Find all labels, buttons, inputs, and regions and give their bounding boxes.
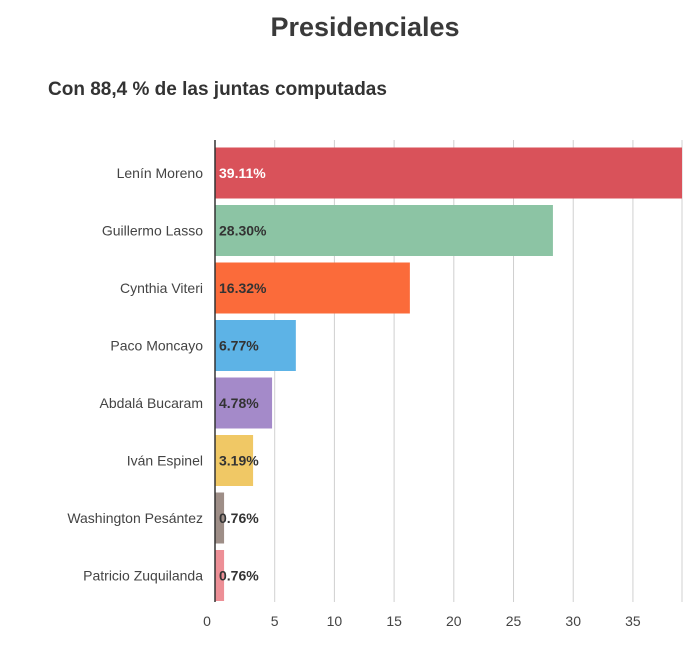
category-label: Iván Espinel xyxy=(127,453,203,469)
category-label: Guillermo Lasso xyxy=(102,223,203,239)
value-label: 0.76% xyxy=(219,568,259,584)
category-label: Patricio Zuquilanda xyxy=(83,568,203,584)
chart-title: Presidenciales xyxy=(270,12,460,42)
x-tick-label: 25 xyxy=(506,613,522,629)
x-tick-label: 0 xyxy=(203,613,211,629)
value-label: 16.32% xyxy=(219,280,267,296)
chart-subtitle: Con 88,4 % de las juntas computadas xyxy=(48,79,387,100)
x-tick-label: 30 xyxy=(565,613,581,629)
x-tick-label: 20 xyxy=(446,613,462,629)
x-tick-label: 5 xyxy=(271,613,279,629)
value-label: 4.78% xyxy=(219,395,259,411)
x-tick-label: 10 xyxy=(327,613,343,629)
value-label: 0.76% xyxy=(219,510,259,526)
value-label: 28.30% xyxy=(219,223,267,239)
category-label: Lenín Moreno xyxy=(117,165,204,181)
value-label: 39.11% xyxy=(219,165,266,181)
value-label: 3.19% xyxy=(219,453,259,469)
category-label: Cynthia Viteri xyxy=(120,280,203,296)
bar xyxy=(215,492,225,544)
category-label: Washington Pesántez xyxy=(67,510,203,526)
bar xyxy=(215,205,553,256)
bar xyxy=(215,435,254,486)
bar xyxy=(215,320,296,371)
x-tick-label: 15 xyxy=(386,613,402,629)
category-label: Paco Moncayo xyxy=(110,338,203,354)
bar xyxy=(215,377,273,429)
bar xyxy=(215,550,225,601)
value-label: 6.77% xyxy=(219,338,259,354)
category-label: Abdalá Bucaram xyxy=(99,395,203,411)
x-tick-label: 35 xyxy=(625,613,641,629)
bar xyxy=(215,147,682,199)
bar xyxy=(215,262,410,314)
